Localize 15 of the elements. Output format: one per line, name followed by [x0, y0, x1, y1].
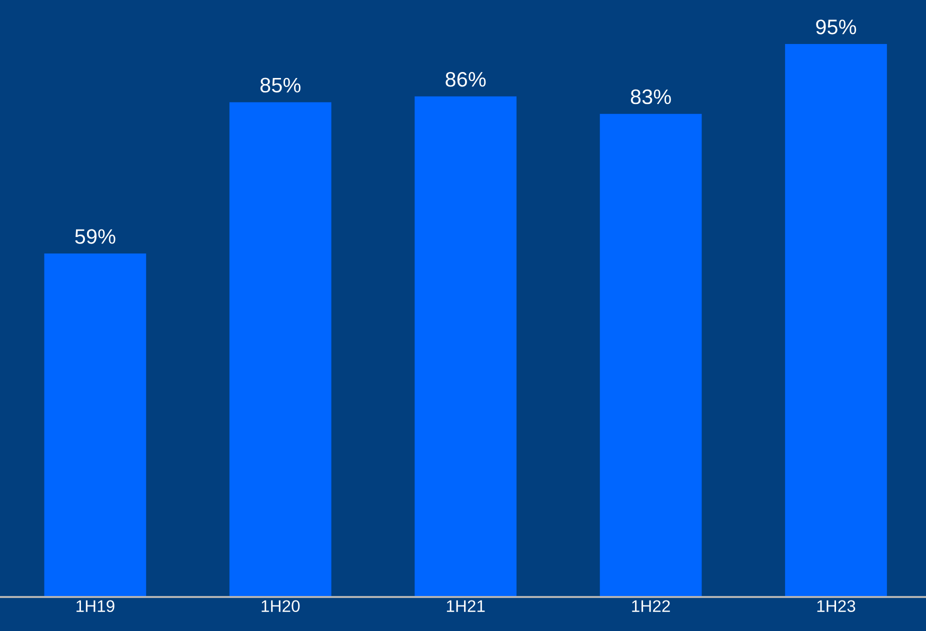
- bar: [600, 114, 702, 597]
- data-label: 86%: [446, 72, 486, 87]
- x-tick-label: 1H20: [262, 600, 300, 612]
- data-label: 83%: [630, 89, 671, 104]
- bar: [414, 96, 517, 597]
- data-label: 85%: [260, 78, 300, 93]
- data-label: 59%: [75, 229, 116, 244]
- x-tick-label: 1H19: [76, 600, 114, 612]
- data-label: 95%: [816, 20, 856, 34]
- x-tick-label: 1H22: [632, 600, 670, 612]
- bar: [785, 44, 887, 597]
- x-tick-label: 1H23: [817, 600, 856, 612]
- x-tick-label: 1H21: [446, 600, 485, 612]
- bar: [229, 102, 332, 597]
- bar: [44, 254, 146, 597]
